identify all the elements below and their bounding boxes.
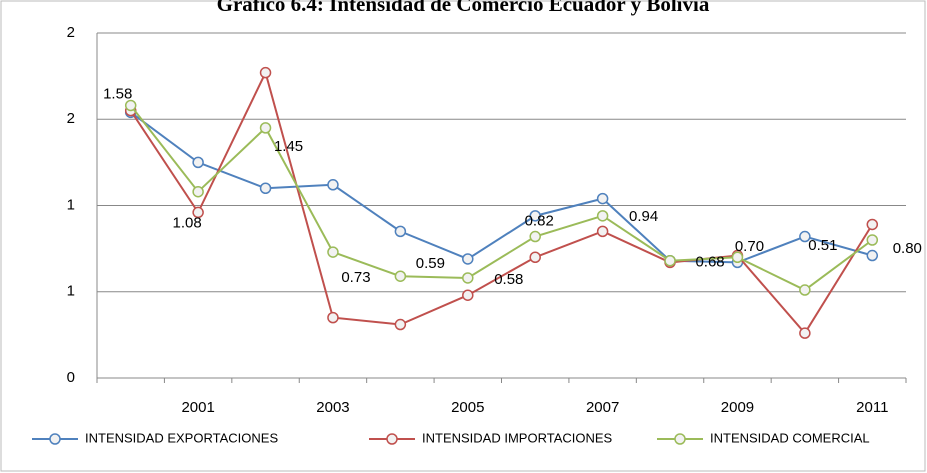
point xyxy=(394,225,407,238)
data-label: 1.08 xyxy=(173,215,202,232)
point xyxy=(327,246,339,258)
legend-marker xyxy=(386,433,398,445)
point xyxy=(596,210,609,222)
data-label: 0.59 xyxy=(416,255,445,272)
point xyxy=(462,272,474,284)
y-tick-label: 0 xyxy=(67,369,75,386)
point xyxy=(866,218,879,231)
point xyxy=(259,66,272,79)
point xyxy=(327,179,339,191)
point xyxy=(462,289,474,301)
point xyxy=(799,230,811,243)
data-label: 0.68 xyxy=(695,254,724,271)
x-tick-label: 2007 xyxy=(586,399,619,416)
point xyxy=(192,156,204,169)
data-label: 1.58 xyxy=(103,85,132,102)
point xyxy=(529,251,541,263)
legend-marker xyxy=(674,433,686,445)
data-label: 0.82 xyxy=(525,213,554,230)
point xyxy=(327,311,339,324)
series-line xyxy=(129,104,873,292)
data-label: 0.70 xyxy=(735,238,764,255)
series-line xyxy=(129,69,874,335)
y-tick-label: 1 xyxy=(67,283,75,300)
data-label: 0.94 xyxy=(629,208,658,225)
point xyxy=(596,225,609,238)
point xyxy=(394,318,407,331)
y-tick-label: 2 xyxy=(67,24,75,41)
legend-label: INTENSIDAD COMERCIAL xyxy=(710,430,870,445)
data-label: 1.45 xyxy=(274,138,303,155)
point xyxy=(596,192,609,205)
point xyxy=(259,122,272,134)
chart-title: Gráfico 6.4: Intensidad de Comercio Ecua… xyxy=(217,0,710,16)
y-tick-label: 1 xyxy=(67,196,75,213)
legend-label: INTENSIDAD IMPORTACIONES xyxy=(422,430,613,445)
data-label: 0.51 xyxy=(808,237,837,254)
point xyxy=(529,230,541,243)
data-label: 0.73 xyxy=(341,269,370,286)
point xyxy=(866,234,879,246)
x-tick-label: 2009 xyxy=(721,399,754,416)
x-tick-label: 2001 xyxy=(181,399,214,416)
point xyxy=(799,284,811,296)
y-tick-label: 2 xyxy=(67,110,75,127)
point xyxy=(731,251,744,263)
series-line xyxy=(130,111,873,264)
x-tick-label: 2003 xyxy=(316,399,349,416)
legend-marker xyxy=(49,433,61,445)
data-label: 0.58 xyxy=(494,271,523,288)
point xyxy=(259,182,272,194)
point xyxy=(462,253,474,265)
x-tick-label: 2011 xyxy=(856,399,888,416)
point xyxy=(529,210,541,222)
point xyxy=(192,206,204,219)
point xyxy=(866,249,879,262)
legend-label: INTENSIDAD EXPORTACIONES xyxy=(85,430,278,445)
point xyxy=(192,185,204,198)
data-label: 0.80 xyxy=(893,240,922,257)
point xyxy=(664,254,676,267)
point xyxy=(799,327,811,339)
point xyxy=(394,270,407,282)
x-tick-label: 2005 xyxy=(451,399,484,416)
point xyxy=(124,99,137,112)
